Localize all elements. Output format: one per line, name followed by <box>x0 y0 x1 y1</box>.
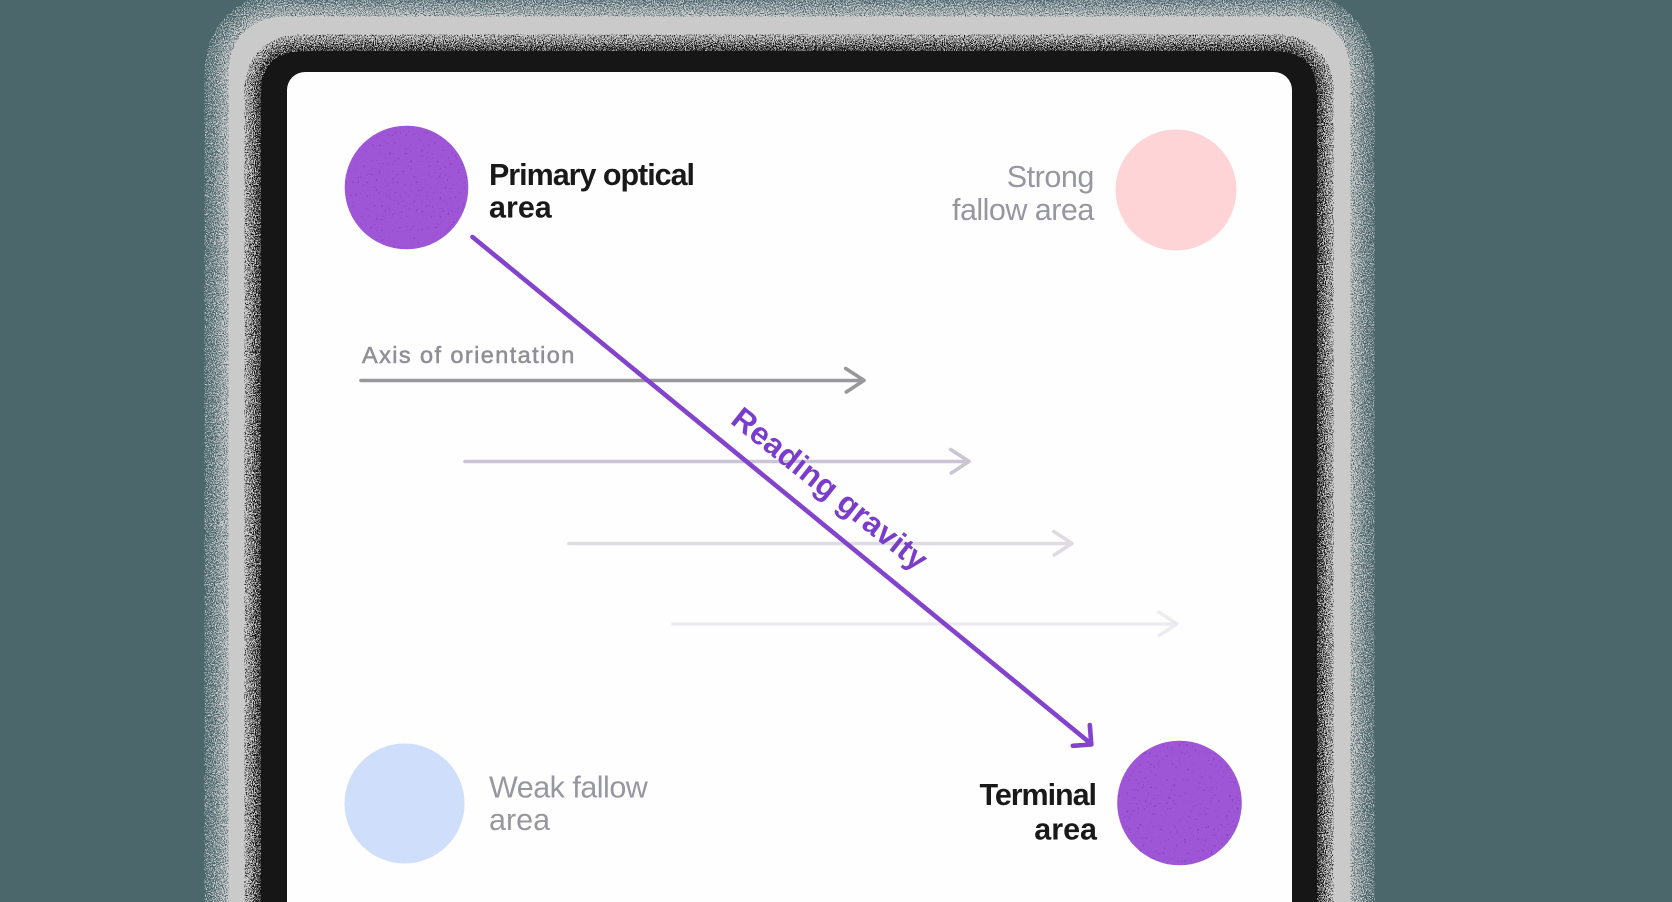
svg-text:Weak fallow: Weak fallow <box>489 771 649 805</box>
svg-text:Primary optical: Primary optical <box>489 158 695 192</box>
svg-text:area: area <box>489 803 550 837</box>
svg-text:Terminal: Terminal <box>980 778 1098 812</box>
svg-text:Axis of orientation: Axis of orientation <box>362 342 574 368</box>
svg-text:Strong: Strong <box>1007 160 1095 194</box>
svg-text:area: area <box>1034 813 1098 847</box>
svg-text:fallow area: fallow area <box>952 193 1094 227</box>
svg-text:area: area <box>489 190 553 224</box>
